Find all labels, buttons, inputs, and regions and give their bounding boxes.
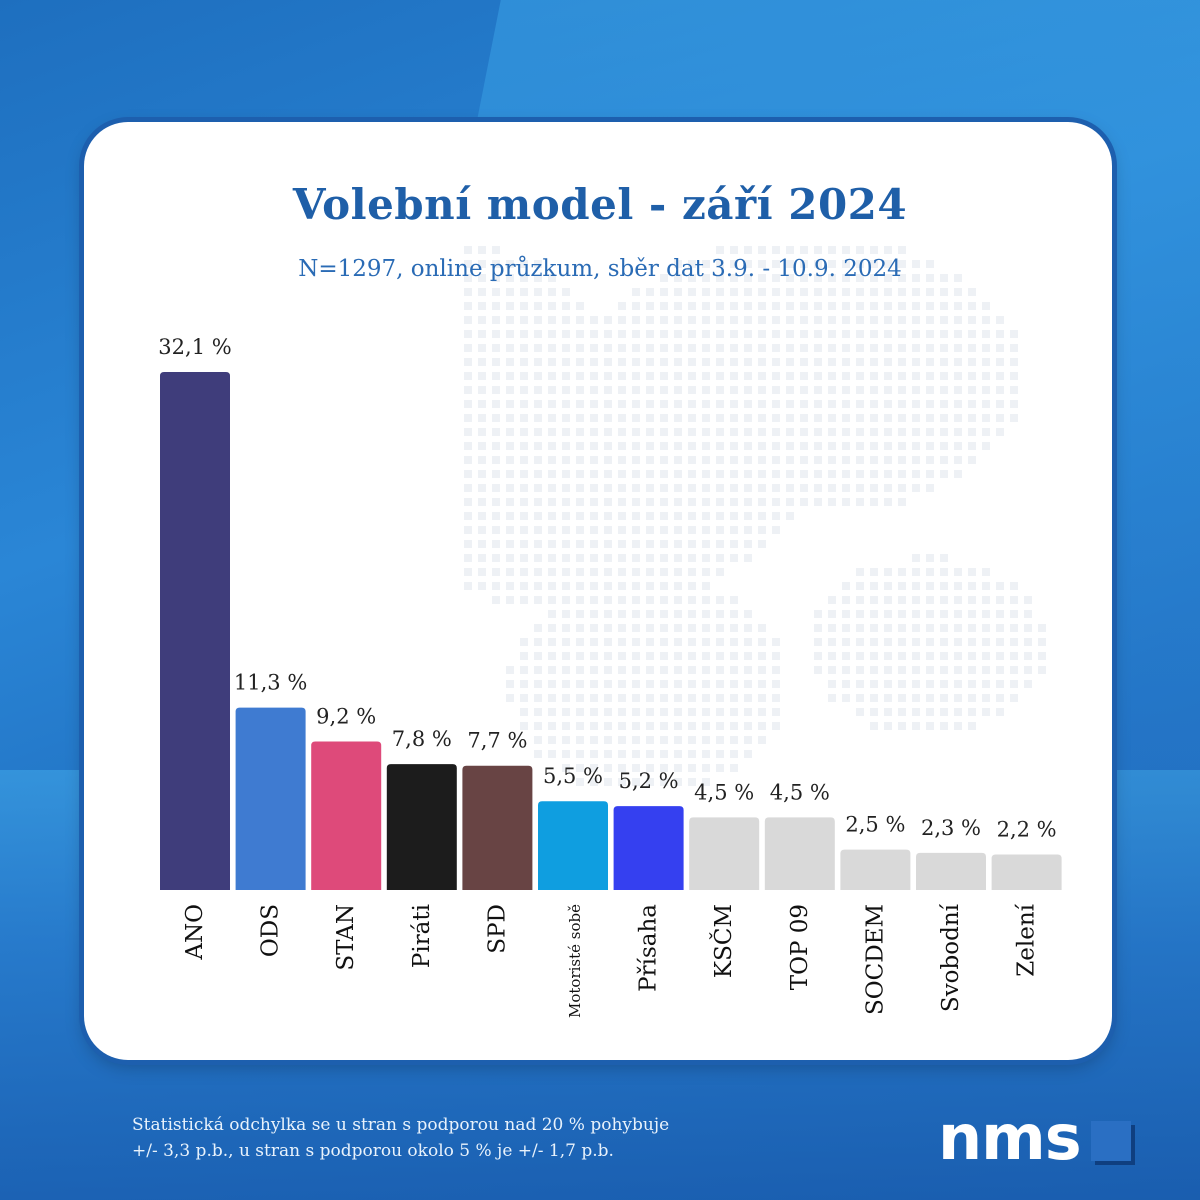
value-label-zeleni: 2,2 % (997, 817, 1057, 841)
logo-square-icon (1090, 1121, 1131, 1161)
bar-prisaha (613, 806, 684, 890)
value-label-socdem: 2,5 % (845, 813, 905, 837)
category-label-prisaha: Přísaha (636, 904, 662, 992)
value-label-top-09: 4,5 % (770, 780, 830, 804)
category-label-ods: ODS (258, 904, 284, 957)
category-label-svobodni: Svobodní (938, 903, 964, 1012)
category-label-spd: SPD (484, 904, 510, 954)
value-label-prisaha: 5,2 % (619, 769, 679, 793)
bar-socdem (840, 849, 911, 890)
category-label-stan: STAN (333, 904, 359, 971)
value-label-ano: 32,1 % (158, 335, 231, 359)
category-label-ano: ANO (182, 904, 208, 961)
category-label-pirati: Piráti (409, 904, 435, 968)
bar-kscm (689, 817, 760, 890)
bar-motoriste-sobe (538, 801, 608, 890)
logo-text: nms (938, 1101, 1082, 1174)
chart-subtitle: N=1297, online průzkum, sběr dat 3.9. - … (298, 256, 902, 282)
chart-title: Volební model - září 2024 (292, 180, 908, 229)
bar-top-09 (764, 817, 835, 890)
category-label-zeleni: Zelení (1014, 903, 1040, 976)
category-label-motoriste-sobe: Motoristé sobě (566, 904, 584, 1018)
bar-stan (311, 741, 382, 890)
bar-zeleni (991, 854, 1062, 890)
bar-ods (235, 707, 306, 890)
nms-logo: nms (938, 1101, 1131, 1174)
value-label-kscm: 4,5 % (694, 780, 754, 804)
value-label-stan: 9,2 % (316, 705, 376, 729)
bar-ano (160, 372, 230, 890)
category-label-kscm: KSČM (710, 904, 737, 978)
value-label-pirati: 7,8 % (392, 727, 452, 751)
category-label-top-09: TOP 09 (787, 904, 813, 990)
value-label-ods: 11,3 % (234, 671, 307, 695)
note-line-2: +/- 3,3 p.b., u stran s podporou okolo 5… (132, 1141, 614, 1161)
bar-svobodni (916, 852, 986, 890)
bar-spd (462, 765, 533, 890)
value-label-spd: 7,7 % (467, 729, 527, 753)
note-line-1: Statistická odchylka se u stran s podpor… (132, 1115, 670, 1135)
value-label-svobodni: 2,3 % (921, 816, 981, 840)
bar-pirati (386, 764, 457, 890)
category-label-socdem: SOCDEM (862, 904, 888, 1015)
value-label-motoriste-sobe: 5,5 % (543, 764, 603, 788)
statistical-deviation-note: Statistická odchylka se u stran s podpor… (132, 1112, 852, 1164)
